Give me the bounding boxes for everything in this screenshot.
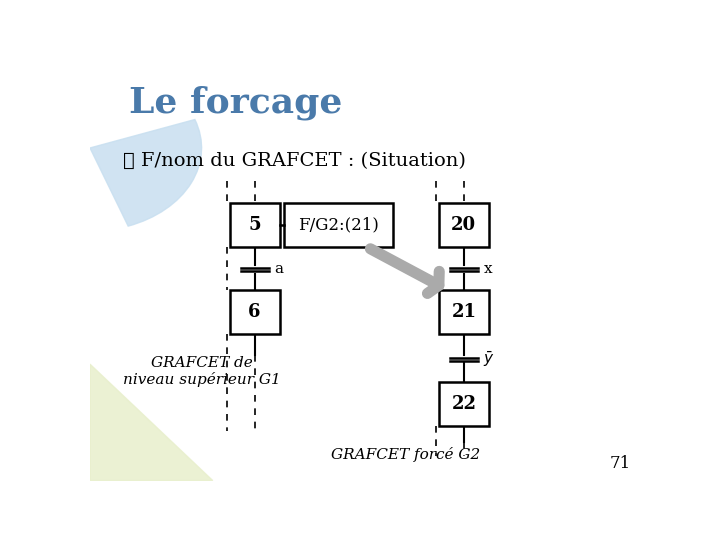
Bar [438, 382, 489, 426]
Text: 71: 71 [610, 455, 631, 472]
Bar [230, 291, 279, 334]
Polygon shape [90, 364, 213, 481]
Text: 20: 20 [451, 216, 477, 234]
Text: 22: 22 [451, 395, 477, 413]
Bar [284, 203, 392, 247]
Bar [438, 203, 489, 247]
Bar [230, 203, 279, 247]
Text: ❖ F/nom du GRAFCET : (Situation): ❖ F/nom du GRAFCET : (Situation) [124, 152, 467, 170]
Text: 6: 6 [248, 303, 261, 321]
Text: F/G2:(21): F/G2:(21) [298, 217, 379, 233]
Text: Le forcage: Le forcage [129, 85, 343, 120]
Text: a: a [274, 262, 283, 276]
Bar [438, 291, 489, 334]
Text: GRAFCET de
niveau supérieur G1: GRAFCET de niveau supérieur G1 [122, 356, 281, 387]
Text: GRAFCET forcé G2: GRAFCET forcé G2 [330, 447, 480, 462]
Text: 21: 21 [451, 303, 477, 321]
Text: 5: 5 [248, 216, 261, 234]
Text: x: x [483, 262, 492, 276]
Text: $\bar{y}$: $\bar{y}$ [483, 349, 495, 369]
Wedge shape [90, 119, 202, 226]
